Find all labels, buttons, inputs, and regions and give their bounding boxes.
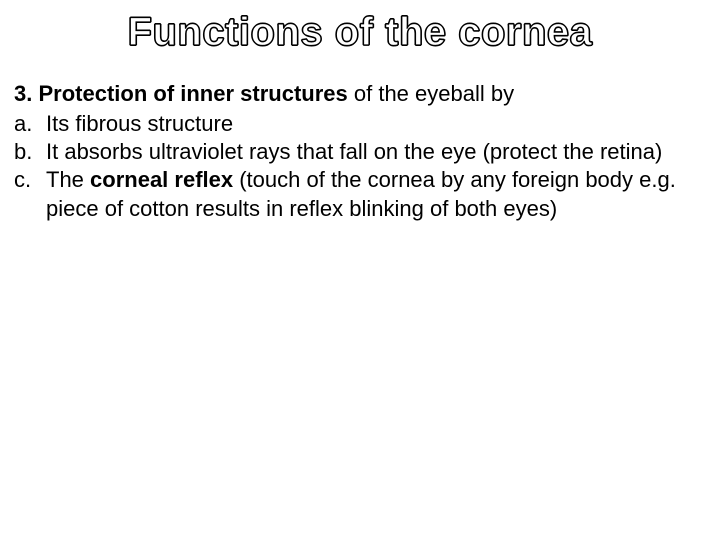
point-number: 3. [14,81,32,106]
subpoint-marker: c. [14,166,46,222]
slide-title: Functions of the cornea [0,10,720,54]
slide-body: 3. Protection of inner structures of the… [0,80,720,223]
point-bold: Protection of inner structures [38,81,347,106]
subpoint-text: It absorbs ultraviolet rays that fall on… [46,138,706,166]
subpoint-marker: a. [14,110,46,138]
subpoint-pre: The [46,167,90,192]
subpoint-a: a. Its fibrous structure [14,110,706,138]
subpoint-text: Its fibrous structure [46,110,706,138]
point-rest: of the eyeball by [348,81,514,106]
point-lead: Protection of inner structures of the ey… [38,81,514,106]
subpoint-text: The corneal reflex (touch of the cornea … [46,166,706,222]
subpoint-c: c. The corneal reflex (touch of the corn… [14,166,706,222]
subpoint-marker: b. [14,138,46,166]
slide: Functions of the cornea 3. Protection of… [0,10,720,540]
subpoint-b: b. It absorbs ultraviolet rays that fall… [14,138,706,166]
subpoint-bold: corneal reflex [90,167,233,192]
point-3: 3. Protection of inner structures of the… [14,80,706,108]
